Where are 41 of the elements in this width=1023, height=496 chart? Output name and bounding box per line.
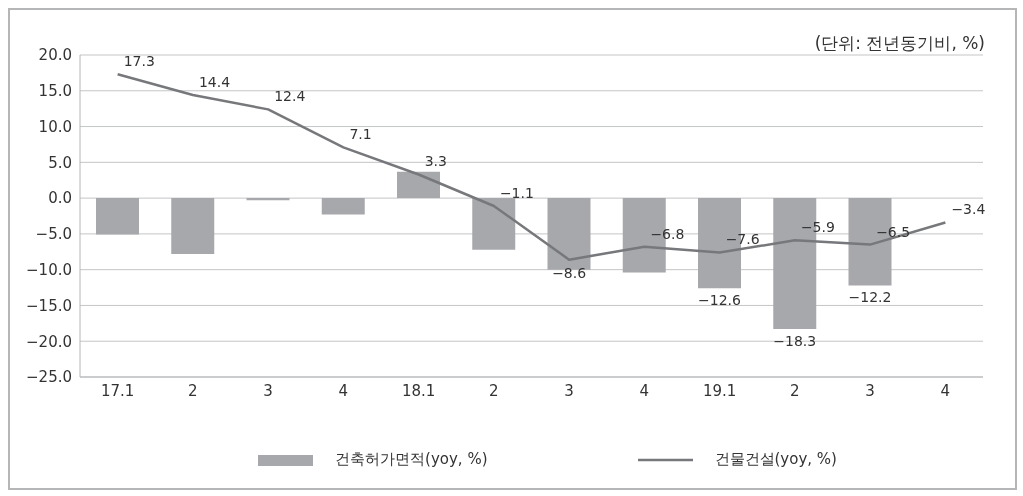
y-tick-label: 15.0 bbox=[38, 82, 72, 101]
y-tick-label: −20.0 bbox=[26, 332, 72, 351]
x-tick-label: 4 bbox=[940, 381, 951, 400]
data-label: −1.1 bbox=[499, 184, 534, 201]
line-series bbox=[116, 73, 947, 261]
data-label: −3.4 bbox=[951, 201, 986, 218]
text: (단위: 전년동기비, %) bbox=[814, 32, 985, 55]
x-tick-label: 18.1 bbox=[401, 381, 436, 400]
legend-label: 건물건설(yoy, %) bbox=[714, 450, 837, 469]
y-tick-label: 0.0 bbox=[48, 189, 72, 208]
data-label: −6.8 bbox=[650, 225, 685, 242]
data-label: 14.4 bbox=[198, 74, 231, 91]
legend-label: 건축허가면적(yoy, %) bbox=[335, 450, 488, 469]
x-tick-label: 3 bbox=[263, 381, 273, 400]
y-tick-label: −5.0 bbox=[35, 225, 72, 244]
x-tick-label: 3 bbox=[865, 381, 875, 400]
data-label: −12.6 bbox=[698, 292, 742, 309]
x-tick-label: 2 bbox=[489, 381, 499, 400]
x-tick-label: 17.1 bbox=[100, 381, 135, 400]
data-label: −6.5 bbox=[876, 223, 911, 240]
y-tick-label: −25.0 bbox=[26, 368, 72, 387]
x-tick-label: 19.1 bbox=[702, 381, 737, 400]
data-label: −8.6 bbox=[552, 264, 587, 281]
data-label: −7.6 bbox=[725, 231, 760, 248]
y-tick-label: 10.0 bbox=[38, 117, 72, 136]
data-label: −18.3 bbox=[773, 333, 817, 350]
data-label: 3.3 bbox=[424, 153, 447, 170]
x-tick-label: 2 bbox=[790, 381, 800, 400]
data-label: 7.1 bbox=[349, 126, 372, 143]
y-tick-label: −10.0 bbox=[26, 260, 72, 279]
x-tick-label: 4 bbox=[639, 381, 650, 400]
data-label: −5.9 bbox=[800, 219, 835, 236]
y-tick-label: 20.0 bbox=[38, 46, 72, 65]
x-tick-label: 4 bbox=[338, 381, 349, 400]
x-tick-label: 3 bbox=[564, 381, 574, 400]
y-tick-label: 5.0 bbox=[48, 153, 72, 172]
data-label: 12.4 bbox=[274, 88, 306, 105]
data-label: −12.2 bbox=[848, 289, 892, 306]
y-tick-label: −15.0 bbox=[26, 296, 72, 315]
data-label: 17.3 bbox=[123, 53, 155, 70]
x-tick-label: 2 bbox=[188, 381, 198, 400]
